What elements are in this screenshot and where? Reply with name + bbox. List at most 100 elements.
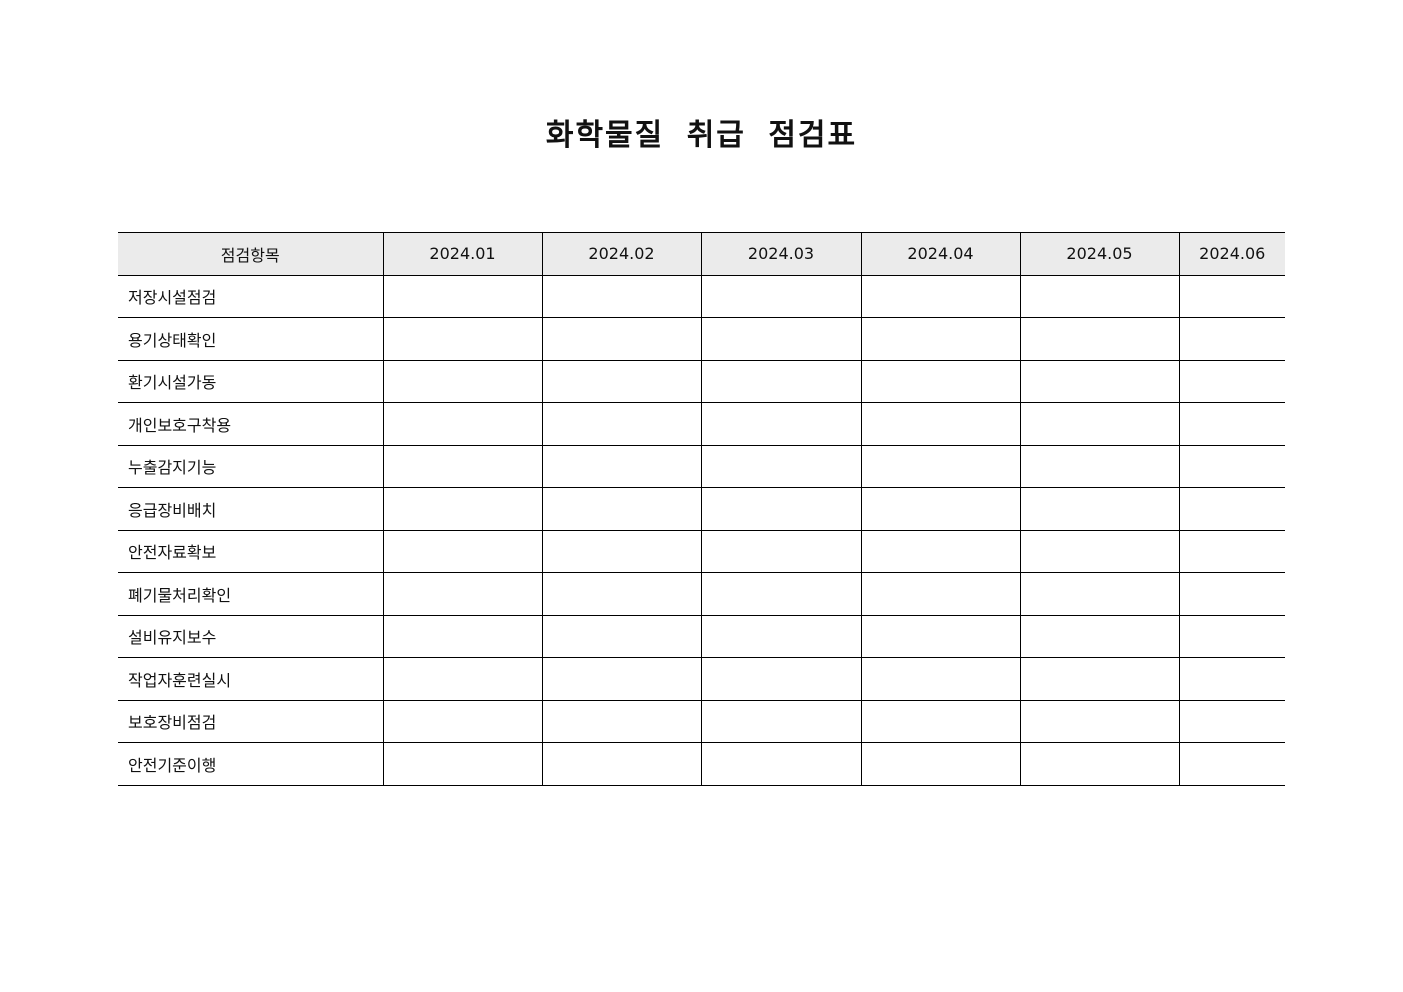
check-cell[interactable] xyxy=(700,487,861,531)
table-row: 응급장비배치 xyxy=(118,487,1285,531)
header-month: 2024.01 xyxy=(382,232,542,276)
table-row: 설비유지보수 xyxy=(118,614,1285,658)
check-cell[interactable] xyxy=(382,572,542,616)
table-row: 환기시설가동 xyxy=(118,359,1285,403)
check-cell[interactable] xyxy=(700,402,861,446)
check-cell[interactable] xyxy=(700,359,861,403)
check-cell[interactable] xyxy=(382,359,542,403)
check-cell[interactable] xyxy=(700,614,861,658)
check-cell[interactable] xyxy=(1019,742,1179,786)
check-cell[interactable] xyxy=(1019,614,1179,658)
check-cell[interactable] xyxy=(860,317,1020,361)
check-cell[interactable] xyxy=(700,657,861,701)
check-cell[interactable] xyxy=(860,274,1020,318)
check-cell[interactable] xyxy=(1178,402,1285,446)
check-cell[interactable] xyxy=(860,742,1020,786)
page-title: 화학물질 취급 점검표 xyxy=(545,118,858,153)
check-cell[interactable] xyxy=(382,614,542,658)
check-cell[interactable] xyxy=(1019,487,1179,531)
check-cell[interactable] xyxy=(1178,699,1285,743)
check-cell[interactable] xyxy=(382,657,542,701)
check-cell[interactable] xyxy=(1019,402,1179,446)
check-cell[interactable] xyxy=(382,699,542,743)
check-cell[interactable] xyxy=(1019,444,1179,488)
table-row: 저장시설점검 xyxy=(118,274,1285,318)
table-row: 개인보호구착용 xyxy=(118,402,1285,446)
check-item-label: 응급장비배치 xyxy=(118,487,383,531)
header-month: 2024.05 xyxy=(1019,232,1179,276)
check-cell[interactable] xyxy=(860,572,1020,616)
check-item-label: 개인보호구착용 xyxy=(118,402,383,446)
check-cell[interactable] xyxy=(1019,359,1179,403)
check-cell[interactable] xyxy=(700,444,861,488)
check-cell[interactable] xyxy=(541,487,701,531)
table-row: 누출감지기능 xyxy=(118,444,1285,488)
check-cell[interactable] xyxy=(860,402,1020,446)
check-cell[interactable] xyxy=(1178,487,1285,531)
check-cell[interactable] xyxy=(1178,572,1285,616)
check-cell[interactable] xyxy=(541,317,701,361)
check-cell[interactable] xyxy=(1019,699,1179,743)
check-cell[interactable] xyxy=(700,699,861,743)
check-cell[interactable] xyxy=(1019,317,1179,361)
check-item-label: 설비유지보수 xyxy=(118,614,383,658)
check-cell[interactable] xyxy=(860,529,1020,573)
check-cell[interactable] xyxy=(541,359,701,403)
check-cell[interactable] xyxy=(860,614,1020,658)
check-cell[interactable] xyxy=(541,529,701,573)
check-cell[interactable] xyxy=(382,487,542,531)
check-cell[interactable] xyxy=(1178,529,1285,573)
check-cell[interactable] xyxy=(1178,317,1285,361)
check-cell[interactable] xyxy=(382,274,542,318)
check-cell[interactable] xyxy=(1178,614,1285,658)
header-month: 2024.02 xyxy=(541,232,701,276)
table-row: 작업자훈련실시 xyxy=(118,657,1285,701)
check-cell[interactable] xyxy=(541,657,701,701)
check-cell[interactable] xyxy=(541,614,701,658)
check-item-label: 보호장비점검 xyxy=(118,699,383,743)
check-cell[interactable] xyxy=(1178,444,1285,488)
check-cell[interactable] xyxy=(541,699,701,743)
check-cell[interactable] xyxy=(700,274,861,318)
check-cell[interactable] xyxy=(1019,657,1179,701)
check-cell[interactable] xyxy=(700,317,861,361)
header-item: 점검항목 xyxy=(118,232,383,276)
table-row: 용기상태확인 xyxy=(118,317,1285,361)
check-cell[interactable] xyxy=(700,742,861,786)
check-cell[interactable] xyxy=(541,402,701,446)
check-item-label: 누출감지기능 xyxy=(118,444,383,488)
check-cell[interactable] xyxy=(860,657,1020,701)
check-cell[interactable] xyxy=(382,317,542,361)
header-row: 점검항목 2024.01 2024.02 2024.03 2024.04 2024.05… xyxy=(118,232,1285,276)
check-cell[interactable] xyxy=(860,444,1020,488)
table-row: 안전기준이행 xyxy=(118,742,1285,786)
check-cell[interactable] xyxy=(382,529,542,573)
check-cell[interactable] xyxy=(541,274,701,318)
check-item-label: 안전기준이행 xyxy=(118,742,383,786)
table-row: 안전자료확보 xyxy=(118,529,1285,573)
check-cell[interactable] xyxy=(1178,359,1285,403)
check-cell[interactable] xyxy=(860,487,1020,531)
check-cell[interactable] xyxy=(382,402,542,446)
check-cell[interactable] xyxy=(860,359,1020,403)
check-cell[interactable] xyxy=(1019,274,1179,318)
check-cell[interactable] xyxy=(1178,742,1285,786)
check-cell[interactable] xyxy=(860,699,1020,743)
check-cell[interactable] xyxy=(1178,657,1285,701)
check-cell[interactable] xyxy=(700,572,861,616)
check-item-label: 저장시설점검 xyxy=(118,274,383,318)
check-cell[interactable] xyxy=(1178,274,1285,318)
check-cell[interactable] xyxy=(541,572,701,616)
check-cell[interactable] xyxy=(541,444,701,488)
header-month: 2024.03 xyxy=(700,232,861,276)
check-item-label: 폐기물처리확인 xyxy=(118,572,383,616)
check-cell[interactable] xyxy=(382,742,542,786)
check-cell[interactable] xyxy=(700,529,861,573)
check-cell[interactable] xyxy=(1019,572,1179,616)
header-month: 2024.04 xyxy=(860,232,1020,276)
check-cell[interactable] xyxy=(382,444,542,488)
table-row: 보호장비점검 xyxy=(118,699,1285,743)
header-month: 2024.06 xyxy=(1178,232,1285,276)
check-cell[interactable] xyxy=(541,742,701,786)
check-cell[interactable] xyxy=(1019,529,1179,573)
